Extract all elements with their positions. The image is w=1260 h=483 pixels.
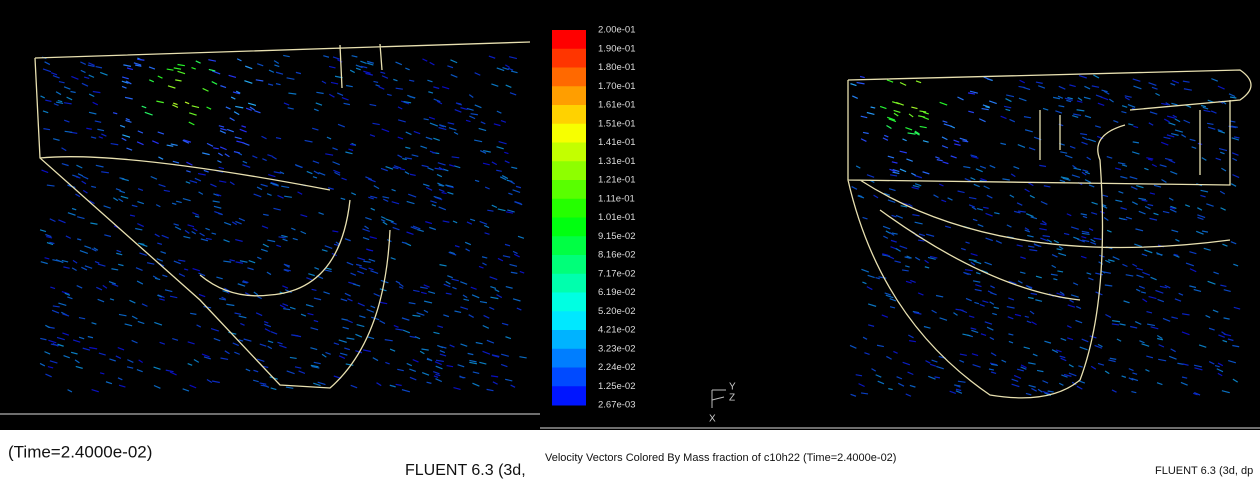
color-band <box>552 49 586 68</box>
colorbar-label: 1.80e-01 <box>598 62 636 73</box>
colorbar-label: 2.67e-03 <box>598 400 636 411</box>
color-band <box>552 274 586 293</box>
colorbar-label: 9.15e-02 <box>598 231 636 242</box>
color-band <box>552 311 586 330</box>
color-band <box>552 330 586 349</box>
page: {"left_panel": {"time_label": "(Time=2.4… <box>0 0 1260 483</box>
color-band <box>552 293 586 312</box>
colorbar-label: 1.51e-01 <box>598 118 636 129</box>
colorbar-label: 1.11e-01 <box>598 193 635 204</box>
colorbar-label: 1.21e-01 <box>598 175 636 186</box>
color-band <box>552 68 586 87</box>
colorbar-label: 5.20e-02 <box>598 306 636 317</box>
colorbar-label: 1.41e-01 <box>598 137 636 148</box>
caption: Velocity Vectors Colored By Mass fractio… <box>545 452 896 464</box>
axis-z-label: Z <box>729 393 735 404</box>
color-band <box>552 368 586 387</box>
color-band <box>552 180 586 199</box>
screenshot: (Time=2.4000e-02) FLUENT 6.3 (3d, 2.00e-… <box>0 0 1260 483</box>
color-band <box>552 143 586 162</box>
color-band <box>552 218 586 237</box>
axis-y-label: Y <box>729 382 736 393</box>
color-band <box>552 105 586 124</box>
colorbar-label: 1.90e-01 <box>598 43 636 54</box>
color-band <box>552 386 586 405</box>
color-band <box>552 30 586 49</box>
colorbar-label: 1.25e-02 <box>598 381 636 392</box>
colorbar-label: 4.21e-02 <box>598 325 636 336</box>
color-band <box>552 236 586 255</box>
color-band <box>552 255 586 274</box>
colorbar-label: 2.00e-01 <box>598 25 636 36</box>
right-viewport <box>540 0 1260 430</box>
colorbar-label: 3.23e-02 <box>598 343 636 354</box>
version-label: FLUENT 6.3 (3d, dp <box>1155 465 1253 477</box>
colorbar-label: 6.19e-02 <box>598 287 636 298</box>
colorbar-label: 1.61e-01 <box>598 100 636 111</box>
version-label: FLUENT 6.3 (3d, <box>405 462 526 479</box>
color-band <box>552 124 586 143</box>
colorbar-label: 2.24e-02 <box>598 362 636 373</box>
colorbar-label: 8.16e-02 <box>598 250 636 261</box>
colorbar-label: 1.70e-01 <box>598 81 636 92</box>
time-label: (Time=2.4000e-02) <box>8 442 152 461</box>
color-band <box>552 161 586 180</box>
colorbar-label: 1.31e-01 <box>598 156 636 167</box>
colorbar-label: 1.01e-01 <box>598 212 636 223</box>
axis-x-label: X <box>709 414 716 425</box>
color-band <box>552 349 586 368</box>
colorbar-label: 7.17e-02 <box>598 268 636 279</box>
color-band <box>552 86 586 105</box>
color-band <box>552 199 586 218</box>
